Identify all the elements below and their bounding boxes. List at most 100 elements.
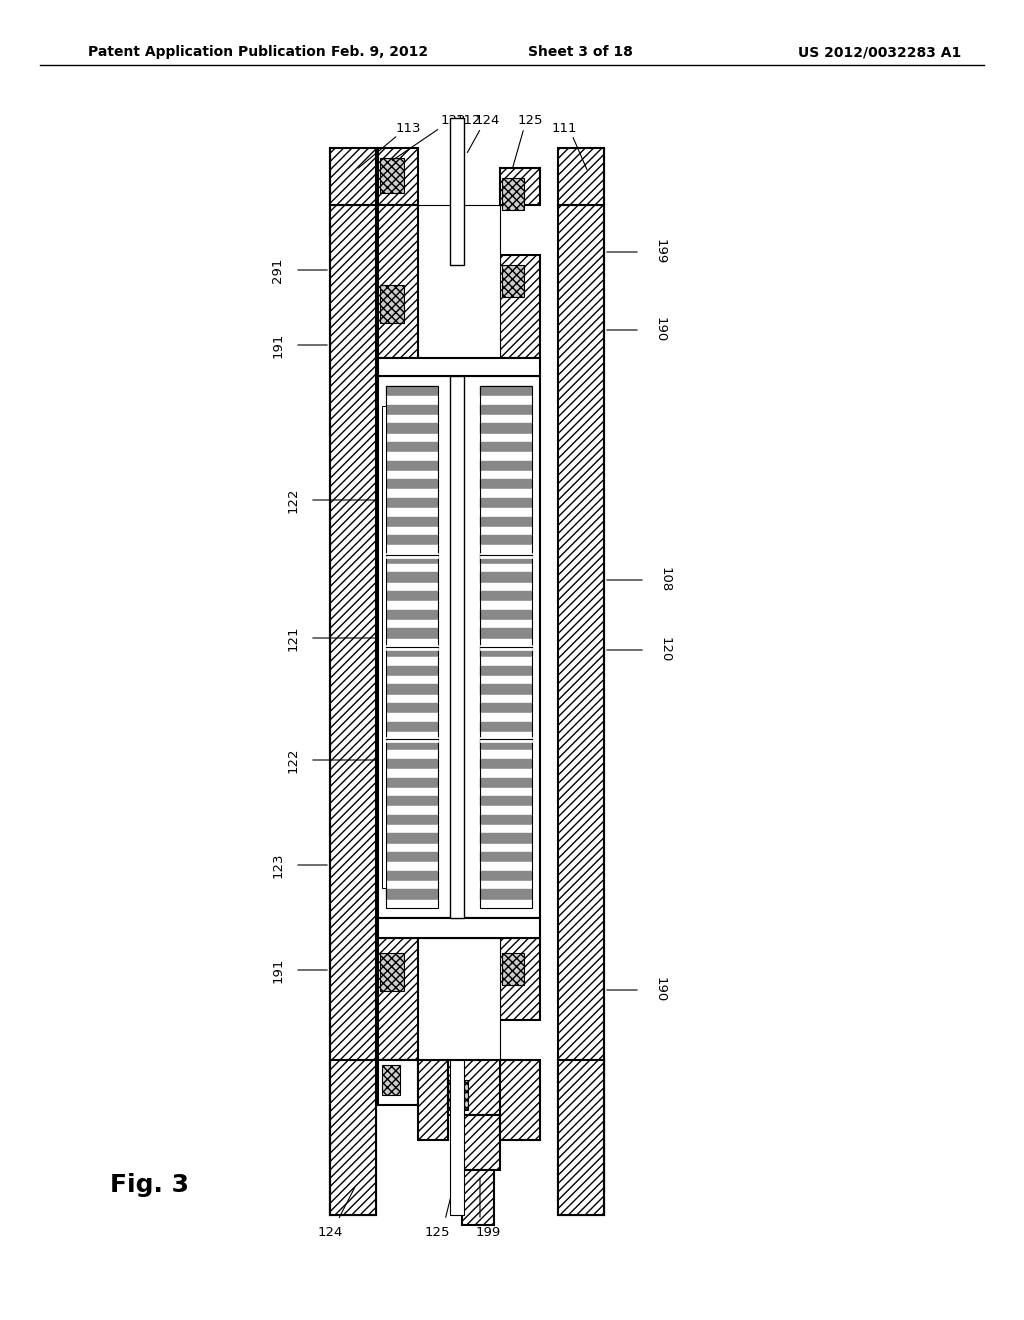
Bar	[480, 405, 532, 414]
Bar	[480, 508, 532, 516]
Bar	[480, 385, 532, 396]
Bar	[480, 639, 532, 647]
Bar	[480, 807, 532, 814]
Text: 123: 123	[271, 853, 285, 878]
Bar	[386, 553, 438, 558]
Bar	[386, 814, 438, 825]
Bar	[386, 676, 438, 684]
Bar	[480, 573, 532, 582]
Bar	[386, 433, 438, 442]
Bar	[558, 205, 604, 1214]
Bar	[500, 255, 540, 358]
Text: 199: 199	[475, 1225, 501, 1238]
Bar	[449, 1080, 468, 1110]
Bar	[450, 1060, 464, 1214]
Bar	[386, 741, 438, 751]
Bar	[480, 737, 532, 742]
Bar	[480, 527, 532, 535]
Bar	[386, 442, 438, 453]
Text: 199: 199	[653, 239, 667, 264]
Bar	[449, 1060, 508, 1115]
Text: 191: 191	[271, 333, 285, 358]
Text: 121: 121	[287, 626, 299, 651]
Bar	[418, 205, 500, 358]
Text: 120: 120	[658, 638, 672, 663]
Bar	[480, 414, 532, 424]
Bar	[386, 694, 438, 704]
Bar	[330, 205, 376, 1214]
Bar	[386, 853, 438, 862]
Bar	[480, 628, 532, 639]
Bar	[386, 414, 438, 424]
Bar	[480, 554, 532, 564]
Bar	[500, 939, 540, 1020]
Bar	[386, 639, 438, 647]
Bar	[480, 582, 532, 591]
Bar	[480, 424, 532, 433]
Bar	[380, 158, 404, 193]
Bar	[480, 770, 532, 777]
Bar	[378, 148, 418, 205]
Text: Patent Application Publication: Patent Application Publication	[88, 45, 326, 59]
Bar	[480, 871, 532, 880]
Bar	[386, 461, 438, 471]
Text: 113: 113	[395, 121, 421, 135]
Text: Sheet 3 of 18: Sheet 3 of 18	[527, 45, 633, 59]
Bar	[386, 453, 438, 461]
Bar	[480, 676, 532, 684]
Bar	[386, 424, 438, 433]
Bar	[386, 628, 438, 639]
Text: 112: 112	[456, 115, 480, 128]
Bar	[386, 796, 438, 807]
Bar	[558, 148, 604, 205]
Bar	[386, 722, 438, 731]
Bar	[386, 737, 438, 742]
Text: 191: 191	[271, 957, 285, 982]
Bar	[480, 853, 532, 862]
Bar	[500, 1060, 540, 1140]
Bar	[480, 602, 532, 610]
Bar	[502, 178, 524, 210]
Bar	[480, 751, 532, 759]
Bar	[386, 770, 438, 777]
Bar	[456, 1115, 500, 1170]
Bar	[386, 591, 438, 602]
Bar	[462, 1170, 494, 1225]
Bar	[386, 704, 438, 713]
Bar	[480, 516, 532, 527]
Bar	[382, 407, 386, 888]
Bar	[386, 554, 438, 564]
Bar	[386, 880, 438, 890]
Bar	[480, 814, 532, 825]
Bar	[480, 825, 532, 833]
Bar	[386, 527, 438, 535]
Bar	[386, 498, 438, 508]
Bar	[480, 722, 532, 731]
Bar	[480, 471, 532, 479]
Bar	[480, 564, 532, 573]
Bar	[502, 265, 524, 297]
Bar	[386, 396, 438, 405]
Bar	[480, 610, 532, 620]
Bar	[386, 610, 438, 620]
Bar	[386, 479, 438, 490]
Bar	[378, 376, 540, 917]
Bar	[480, 788, 532, 796]
Text: 124: 124	[474, 115, 500, 128]
Bar	[386, 535, 438, 545]
Bar	[380, 285, 404, 323]
Bar	[480, 498, 532, 508]
Bar	[480, 433, 532, 442]
Text: 111: 111	[551, 121, 577, 135]
Bar	[386, 602, 438, 610]
Bar	[480, 665, 532, 676]
Bar	[378, 917, 540, 939]
Text: 190: 190	[653, 317, 667, 343]
Bar	[480, 741, 532, 751]
Bar	[480, 796, 532, 807]
Bar	[386, 777, 438, 788]
Bar	[418, 1060, 449, 1140]
Bar	[480, 657, 532, 665]
Bar	[480, 843, 532, 853]
Text: 190: 190	[653, 977, 667, 1003]
